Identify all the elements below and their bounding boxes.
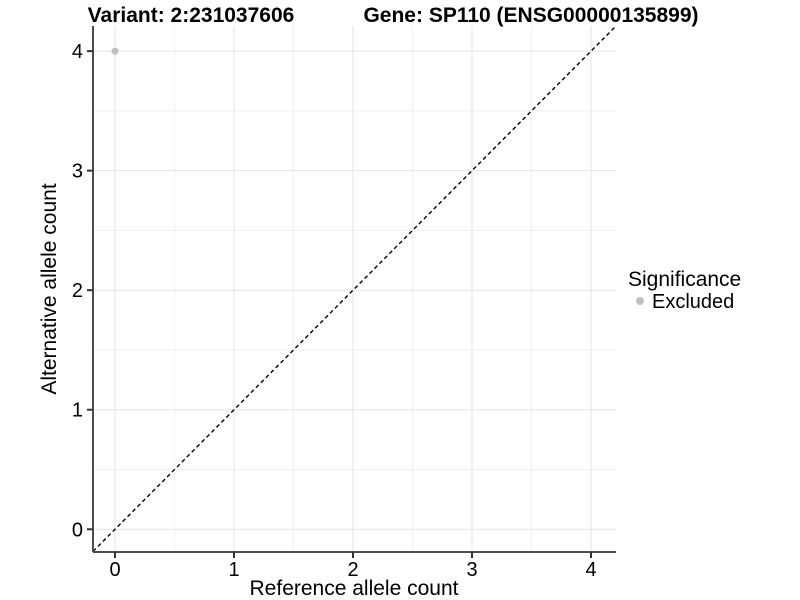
data-points: [111, 47, 119, 55]
y-tick-label: 3: [72, 161, 83, 183]
x-tick-label: 4: [585, 559, 596, 581]
data-point-excluded: [111, 47, 119, 55]
y-tick-label: 2: [72, 280, 83, 302]
x-tick-label: 2: [347, 559, 358, 581]
plot-title-gene: Gene: SP110 (ENSG00000135899): [363, 4, 698, 27]
y-axis: 0 1 2 3 4: [72, 26, 94, 552]
legend: Significance Excluded: [628, 268, 741, 313]
grid-minor-lines: [93, 26, 616, 552]
y-axis-title: Alternative allele count: [38, 183, 61, 394]
identity-reference-line: [92, 25, 617, 552]
legend-title: Significance: [628, 268, 741, 291]
grid-major-lines: [93, 26, 616, 552]
x-axis: 0 1 2 3 4: [93, 551, 616, 581]
x-tick-label: 1: [228, 559, 239, 581]
legend-key-circle-icon: [636, 297, 644, 305]
legend-entry-label: Excluded: [652, 291, 734, 313]
x-tick-label: 0: [109, 559, 120, 581]
y-tick-label: 1: [72, 400, 83, 422]
x-axis-title: Reference allele count: [250, 577, 459, 600]
y-tick-label: 4: [72, 41, 83, 63]
y-tick-label: 0: [72, 519, 83, 541]
x-tick-label: 3: [466, 559, 477, 581]
plot-title-variant: Variant: 2:231037606: [88, 4, 295, 27]
